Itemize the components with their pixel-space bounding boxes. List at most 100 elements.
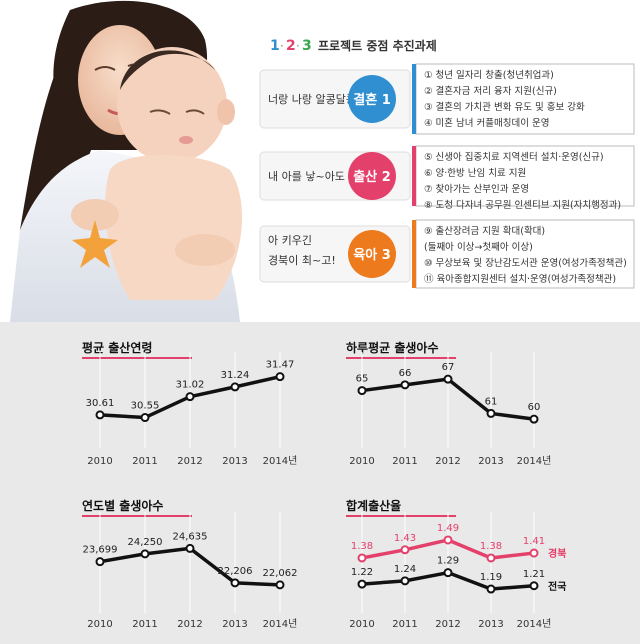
chart-point <box>95 410 105 420</box>
chart-point <box>185 392 195 402</box>
chart-x-tick: 2011 <box>392 456 417 467</box>
mother-child-photo <box>10 0 243 322</box>
chart-data-label: 31.47 <box>266 360 295 371</box>
chart-x-tick: 2014년 <box>263 455 298 467</box>
chart-x-tick: 2010 <box>87 619 112 630</box>
program-item: ② 결혼자금 저리 융자 지원(신규) <box>424 85 557 97</box>
chart-data-label: 24,250 <box>128 537 163 548</box>
program-item: ⑪ 육아종합지원센터 설치·운영(여성가족정책관) <box>424 273 616 285</box>
chart-data-label: 66 <box>399 368 412 379</box>
chart-data-label: 1.49 <box>437 523 459 534</box>
chart-x-tick: 2013 <box>478 456 503 467</box>
chart-data-label: 30.61 <box>86 398 115 409</box>
chart-point <box>95 557 105 567</box>
program-item: ⑥ 양·한방 난임 치료 지원 <box>424 167 526 179</box>
chart-data-label: 65 <box>356 374 369 385</box>
chart-x-tick: 2012 <box>435 619 460 630</box>
title-number: 3 <box>302 38 312 54</box>
program-slogan: 너랑 나랑 알콩달콩 <box>268 92 356 106</box>
chart-data-label: 60 <box>528 402 541 413</box>
chart-point <box>443 535 453 545</box>
chart-point <box>529 581 539 591</box>
chart-title: 하루평균 출생아수 <box>346 340 439 355</box>
chart-point <box>275 580 285 590</box>
chart-x-tick: 2014년 <box>263 618 298 630</box>
chart-data-label: 31.24 <box>221 370 250 381</box>
chart-point <box>230 578 240 588</box>
program-item: (둘째아 이상→첫째아 이상) <box>424 242 533 253</box>
title-dot: · <box>296 39 300 53</box>
chart-series-name: 경북 <box>548 547 566 560</box>
chart-x-tick: 2010 <box>349 619 374 630</box>
chart-data-label: 1.43 <box>394 533 416 544</box>
chart-data-label: 1.22 <box>351 567 373 578</box>
chart-data-label: 67 <box>442 362 455 373</box>
chart-x-tick: 2014년 <box>517 455 552 467</box>
program-list-accent <box>412 146 416 206</box>
chart-data-label: 1.41 <box>523 536 545 547</box>
chart-data-label: 61 <box>485 396 498 407</box>
chart-data-label: 1.24 <box>394 564 416 575</box>
title-dot: · <box>280 39 284 53</box>
program-slogan: 내 아를 낳~아도 <box>268 170 345 183</box>
title-text: 프로젝트 중점 추진과제 <box>318 38 437 53</box>
chart-x-tick: 2010 <box>349 456 374 467</box>
chart-point <box>400 545 410 555</box>
chart-point <box>443 568 453 578</box>
chart-data-label: 24,635 <box>173 531 208 542</box>
program-item: ⑤ 신생아 집중치료 지역센터 설치·운영(신규) <box>424 151 604 163</box>
chart-point <box>486 584 496 594</box>
program-slogan: 아 키우긴 <box>268 234 312 247</box>
program-badge-circle <box>348 230 396 278</box>
chart-x-tick: 2013 <box>222 456 247 467</box>
program-list-accent <box>412 64 416 134</box>
chart-point <box>357 553 367 563</box>
program-list-box <box>415 63 635 135</box>
chart-x-tick: 2013 <box>478 619 503 630</box>
chart-x-tick: 2012 <box>177 456 202 467</box>
chart-series-name: 전국 <box>548 580 566 593</box>
chart-title: 연도별 출생아수 <box>82 498 163 513</box>
title-number: 2 <box>286 38 296 54</box>
chart-point <box>230 382 240 392</box>
program-badge: 육아 3 <box>353 247 391 263</box>
chart-x-tick: 2014년 <box>517 618 552 630</box>
program-list-box <box>415 219 635 289</box>
chart-x-tick: 2012 <box>435 456 460 467</box>
chart-point <box>275 372 285 382</box>
chart-point <box>400 576 410 586</box>
program-item: ③ 결혼의 가치관 변화 유도 및 홍보 강화 <box>424 101 585 113</box>
chart-x-tick: 2010 <box>87 456 112 467</box>
chart-point <box>400 380 410 390</box>
program-badge-circle <box>348 152 396 200</box>
chart-title: 평균 출산연령 <box>82 340 152 355</box>
statistics-panel: 평균 출산연령 2010 2011 2012 2013 2014년 30.61 30.55 31… <box>0 322 640 644</box>
program-badge: 출산 2 <box>353 169 391 185</box>
chart-data-label: 30.55 <box>131 401 160 412</box>
chart-x-tick: 2013 <box>222 619 247 630</box>
chart-point <box>185 543 195 553</box>
chart-point <box>529 414 539 424</box>
chart-data-label: 23,699 <box>83 545 118 556</box>
program-item: ① 청년 일자리 창출(청년취업과) <box>424 69 554 81</box>
chart-point <box>140 413 150 423</box>
chart-data-label: 1.21 <box>523 569 545 580</box>
chart-point <box>486 553 496 563</box>
program-list-accent <box>412 220 416 288</box>
program-item: ④ 미혼 남녀 커플매칭데이 운영 <box>424 117 549 129</box>
chart-x-tick: 2011 <box>132 456 157 467</box>
program-item: ⑦ 찾아가는 산부인과 운영 <box>424 184 529 195</box>
program-item: ⑧ 도청 다자녀 공무원 인센티브 지원(자치행정과) <box>424 199 621 211</box>
chart-data-label: 1.29 <box>437 556 459 567</box>
chart-title: 합계출산율 <box>346 498 401 513</box>
chart-x-tick: 2011 <box>392 619 417 630</box>
chart-data-label: 22,062 <box>263 568 298 579</box>
chart-data-label: 1.19 <box>480 572 502 583</box>
chart-point <box>529 548 539 558</box>
chart-data-label: 22,206 <box>218 566 253 577</box>
program-slogan: 경북이 최~고! <box>268 254 336 267</box>
program-badge-circle <box>348 75 396 123</box>
chart-x-tick: 2012 <box>177 619 202 630</box>
